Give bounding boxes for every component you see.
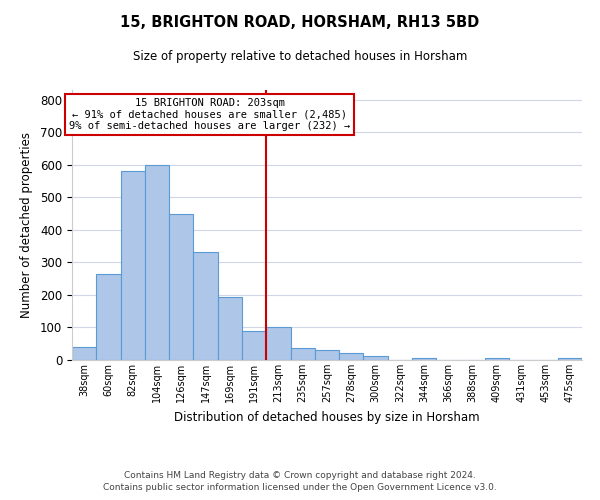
Bar (193, 252, 218, 360)
Bar (485, 358, 509, 360)
Bar (169, 214, 193, 360)
Text: Contains public sector information licensed under the Open Government Licence v3: Contains public sector information licen… (103, 484, 497, 492)
Bar (339, 354, 364, 360)
Bar (96, 274, 121, 360)
Bar (364, 356, 388, 360)
Bar (218, 297, 242, 360)
Text: Size of property relative to detached houses in Horsham: Size of property relative to detached ho… (133, 50, 467, 63)
Bar (72, 347, 96, 360)
Text: 15, BRIGHTON ROAD, HORSHAM, RH13 5BD: 15, BRIGHTON ROAD, HORSHAM, RH13 5BD (121, 15, 479, 30)
Bar (242, 330, 266, 360)
X-axis label: Distribution of detached houses by size in Horsham: Distribution of detached houses by size … (174, 410, 480, 424)
Bar (290, 348, 315, 360)
Bar (315, 350, 339, 360)
Bar (412, 358, 436, 360)
Text: Contains HM Land Registry data © Crown copyright and database right 2024.: Contains HM Land Registry data © Crown c… (124, 471, 476, 480)
Bar (145, 166, 169, 360)
Text: 15 BRIGHTON ROAD: 203sqm
← 91% of detached houses are smaller (2,485)
9% of semi: 15 BRIGHTON ROAD: 203sqm ← 91% of detach… (69, 98, 350, 132)
Bar (121, 170, 145, 360)
Bar (266, 328, 290, 360)
Bar (558, 358, 582, 360)
Y-axis label: Number of detached properties: Number of detached properties (20, 132, 33, 318)
